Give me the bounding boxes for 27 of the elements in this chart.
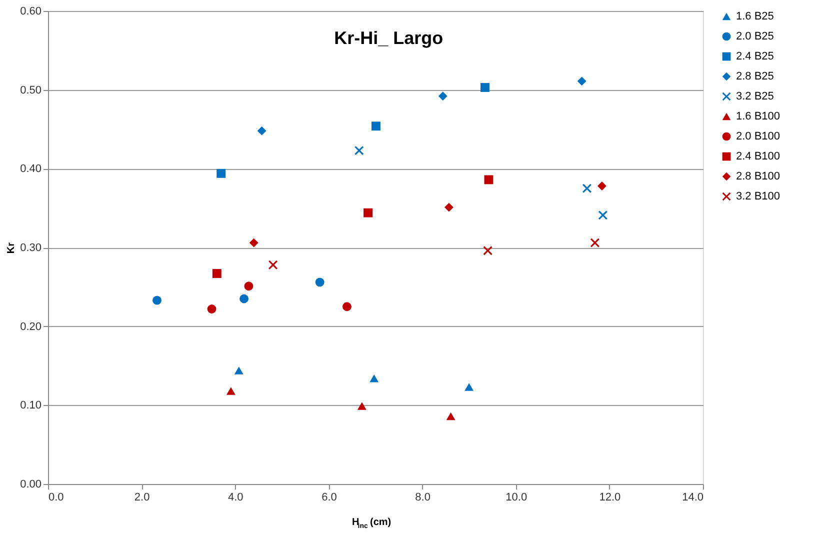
- legend-label: 1.6 B100: [736, 110, 780, 122]
- x-tick-label: 10.0: [506, 492, 528, 504]
- y-axis-title: Kr: [6, 242, 18, 254]
- text: Kr-Hi_ Largo: [334, 28, 444, 48]
- y-tick-label: 0.00: [20, 478, 42, 490]
- x-tick-label: 6.0: [322, 492, 337, 504]
- legend-label: 2.0 B25: [736, 30, 774, 42]
- legend-label: 2.4 B100: [736, 150, 780, 162]
- legend-label: 3.2 B25: [736, 90, 774, 102]
- y-tick-label: 0.20: [20, 320, 42, 333]
- x-tick-label: 0.0: [48, 492, 64, 504]
- y-tick-label: 0.60: [20, 6, 42, 18]
- y-tick-label: 0.50: [20, 84, 42, 96]
- legend-label: 1.6 B25: [736, 10, 774, 22]
- x-tick-label: 8.0: [415, 492, 430, 504]
- x-tick-label: 14.0: [682, 492, 704, 504]
- legend-label: 2.8 B100: [736, 170, 780, 182]
- x-tick-label: 12.0: [599, 492, 621, 504]
- x-tick-label: 4.0: [228, 492, 244, 504]
- legend-label: 2.0 B100: [736, 130, 780, 142]
- x-tick-label: 2.0: [134, 492, 150, 504]
- y-tick-label: 0.10: [20, 400, 42, 412]
- legend-label: 2.4 B25: [736, 50, 774, 62]
- y-tick-label: 0.40: [20, 163, 42, 176]
- legend-label: 3.2 B100: [736, 190, 780, 202]
- y-tick-label: 0.30: [20, 242, 42, 254]
- legend-label: 2.8 B25: [736, 70, 774, 82]
